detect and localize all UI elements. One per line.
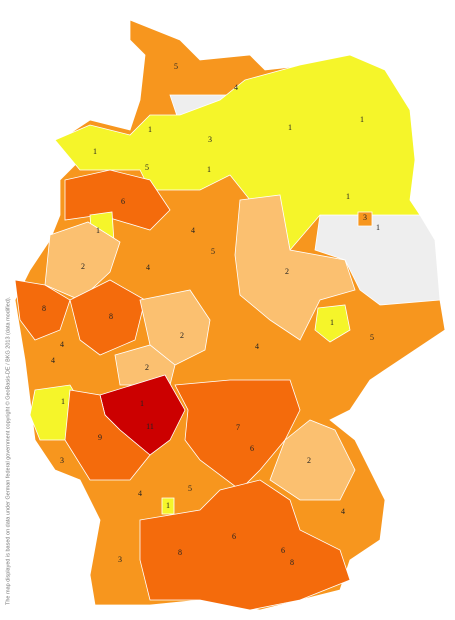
region [314,304,351,343]
region-label: 2 [81,262,85,271]
region-label: 5 [174,62,178,71]
region-label: 8 [42,304,46,313]
region [357,211,373,227]
region-label: 7 [236,423,240,432]
region-label: 4 [341,507,345,516]
region-label: 6 [281,546,285,555]
region-label: 1 [166,501,170,510]
copyright: The map displayed is based on data under… [4,296,11,605]
region-label: 8 [178,548,182,557]
region-label: 3 [60,456,64,465]
region-label: 4 [51,356,55,365]
region-label: 6 [121,197,125,206]
region [114,344,176,386]
region-label: 9 [98,433,102,442]
region-label: 1 [360,115,364,124]
region-label: 5 [145,163,149,172]
region-label: 2 [180,331,184,340]
region-label: 3 [363,213,367,222]
region-label: 6 [232,532,236,541]
region-label: 4 [138,489,142,498]
region-label: 2 [285,267,289,276]
region-label: 3 [208,135,212,144]
region [174,379,301,491]
region [269,419,356,501]
region-label: 4 [255,342,259,351]
region [54,54,421,251]
region-label: 1 [148,125,152,134]
region-label: 1 [346,192,350,201]
region-label: 11 [146,422,154,431]
region-label: 1 [288,123,292,132]
region-label: 1 [96,226,100,235]
region-label: 1 [207,165,211,174]
region [314,214,441,306]
region-label: 4 [146,263,150,272]
region [139,479,351,611]
region-label: 1 [140,399,144,408]
region-label: 5 [370,333,374,342]
region-label: 5 [188,484,192,493]
region-label: 1 [93,147,97,156]
region [64,389,151,481]
region [14,279,71,341]
region-label: 1 [376,223,380,232]
region-label: 4 [191,226,195,235]
region-label: 8 [290,558,294,567]
region-label: 6 [250,444,254,453]
region-label: 1 [330,318,334,327]
regions [14,19,446,611]
region-label: 1 [61,397,65,406]
region-label: 4 [234,83,238,92]
region-label: 8 [109,312,113,321]
region [69,279,146,356]
region-label: 3 [118,555,122,564]
region-label: 5 [211,247,215,256]
region-label: 2 [307,456,311,465]
region-label: 4 [60,340,64,349]
region [234,194,356,341]
region-label: 2 [145,363,149,372]
